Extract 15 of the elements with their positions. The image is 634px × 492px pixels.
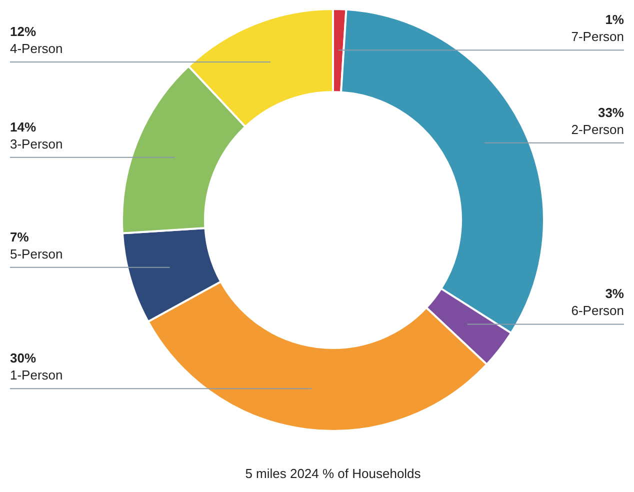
- slice-label: 5-Person: [10, 246, 63, 262]
- data-label: 12%: [10, 24, 36, 39]
- data-label: 7%: [10, 229, 30, 244]
- text: 5 miles 2024 % of Households: [245, 466, 422, 481]
- slice-label: 4-Person: [10, 40, 63, 56]
- slice-label: 1-Person: [10, 368, 63, 383]
- slice-label: 7-Person: [571, 29, 624, 44]
- data-label: 14%: [10, 119, 36, 134]
- data-label: 30%: [10, 350, 36, 366]
- slice-label: 6-Person: [571, 303, 624, 318]
- data-label: 33%: [598, 104, 624, 120]
- data-label: 3%: [605, 286, 624, 302]
- slice-label: 3-Person: [10, 136, 63, 152]
- data-label: 1%: [605, 12, 624, 28]
- slice-label: 2-Person: [571, 122, 624, 137]
